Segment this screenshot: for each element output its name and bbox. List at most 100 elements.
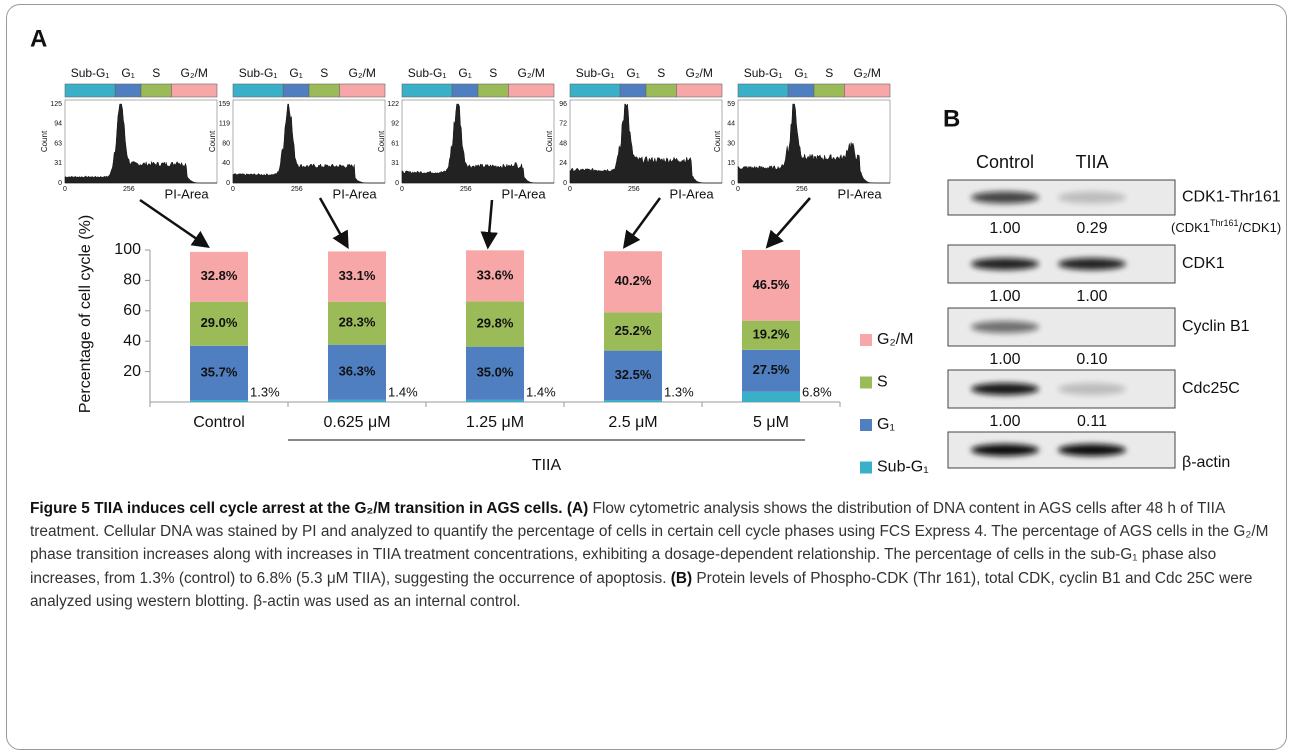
phase-label: G₁ bbox=[794, 66, 807, 80]
arrow bbox=[488, 200, 492, 246]
phase-label: S bbox=[489, 66, 497, 80]
value-label: 1.3% bbox=[664, 384, 694, 399]
ratio-note-prefix: (CDK1 bbox=[1171, 220, 1210, 235]
y-tick-label: 15 bbox=[727, 160, 735, 167]
legend-swatch bbox=[860, 334, 872, 346]
phase-bar bbox=[171, 84, 217, 97]
value-label: 33.6% bbox=[477, 267, 514, 282]
phase-bar bbox=[844, 84, 890, 97]
row-label: Cyclin B1 bbox=[1182, 318, 1250, 335]
ratio: 1.00 bbox=[989, 351, 1020, 368]
histogram bbox=[65, 104, 217, 183]
value-label: 1.3% bbox=[250, 384, 280, 399]
blot-band bbox=[1058, 192, 1126, 204]
phase-bar bbox=[452, 84, 478, 97]
y-tick-label: 0 bbox=[58, 180, 62, 187]
value-label: 40.2% bbox=[615, 273, 652, 288]
x-tick-label: 0 bbox=[63, 186, 67, 193]
phase-bar bbox=[508, 84, 554, 97]
x-tick-label: 2.5 μM bbox=[608, 414, 657, 431]
y-tick-label: 0 bbox=[563, 180, 567, 187]
x-tick-label: 5 μM bbox=[753, 414, 789, 431]
caption: Figure 5 TIIA induces cell cycle arrest … bbox=[30, 497, 1275, 613]
phase-bar bbox=[339, 84, 385, 97]
legend-label: Sub-G₁ bbox=[877, 459, 929, 476]
phase-bar bbox=[788, 84, 814, 97]
y-tick-label: 0 bbox=[395, 180, 399, 187]
y-tick-label: 72 bbox=[559, 121, 567, 128]
blot-band bbox=[1058, 258, 1126, 270]
y-tick-label: 48 bbox=[559, 140, 567, 147]
phase-bar bbox=[402, 84, 452, 97]
value-label: 35.7% bbox=[201, 364, 238, 379]
phase-bar bbox=[814, 84, 844, 97]
legend-label: G₂/M bbox=[877, 331, 913, 348]
phase-bar bbox=[141, 84, 171, 97]
y-tick-label: 31 bbox=[391, 160, 399, 167]
y-tick-label: 100 bbox=[114, 241, 141, 258]
y-tick-label: 92 bbox=[391, 121, 399, 128]
y-tick-label: 20 bbox=[123, 363, 141, 380]
y-axis-label: Count bbox=[713, 130, 722, 152]
phase-label: G₂/M bbox=[181, 66, 208, 80]
y-axis-label: Count bbox=[377, 130, 386, 152]
x-axis-label: PI-Area bbox=[670, 186, 715, 201]
bar-segment bbox=[742, 392, 800, 402]
phase-label: Sub-G₁ bbox=[744, 66, 783, 80]
phase-bar bbox=[478, 84, 508, 97]
x-tick-label: 0.625 μM bbox=[323, 414, 390, 431]
value-label: 32.8% bbox=[201, 268, 238, 283]
y-tick-label: 59 bbox=[727, 101, 735, 108]
y-tick-label: 0 bbox=[226, 180, 230, 187]
y-tick-label: 40 bbox=[222, 160, 230, 167]
blot-band bbox=[971, 192, 1039, 204]
legend-label: S bbox=[877, 374, 888, 391]
phase-label: S bbox=[320, 66, 328, 80]
value-label: 1.4% bbox=[388, 384, 418, 399]
blot-band bbox=[971, 258, 1039, 270]
y-axis-label: Count bbox=[40, 130, 49, 152]
page: A B Sub-G₁G₁SG₂/M1259463310Count0256PI-A… bbox=[0, 0, 1295, 756]
phase-label: Sub-G₁ bbox=[408, 66, 447, 80]
x-tick-label: 1.25 μM bbox=[466, 414, 524, 431]
phase-label: G₂/M bbox=[686, 66, 713, 80]
phase-label: G₁ bbox=[626, 66, 639, 80]
bar-segment bbox=[466, 400, 524, 402]
value-label: 19.2% bbox=[753, 327, 790, 342]
y-tick-label: 119 bbox=[219, 121, 230, 128]
y-tick-label: 30 bbox=[727, 140, 735, 147]
legend-swatch bbox=[860, 377, 872, 389]
caption-text: (A) bbox=[567, 500, 588, 517]
group-label: TIIA bbox=[532, 457, 562, 474]
value-label: 46.5% bbox=[753, 277, 790, 292]
blot-band bbox=[1058, 383, 1126, 395]
ratio: 1.00 bbox=[989, 220, 1020, 237]
value-label: 32.5% bbox=[615, 367, 652, 382]
y-tick-label: 31 bbox=[54, 160, 62, 167]
x-tick-label: 256 bbox=[796, 186, 808, 193]
phase-label: S bbox=[825, 66, 833, 80]
value-label: 27.5% bbox=[753, 362, 790, 377]
ratio: 1.00 bbox=[989, 413, 1020, 430]
blot-band bbox=[971, 383, 1039, 395]
x-tick-label: 256 bbox=[628, 186, 640, 193]
legend-label: G₁ bbox=[877, 416, 895, 433]
x-tick-label: 256 bbox=[123, 186, 135, 193]
ratio: 0.10 bbox=[1076, 351, 1107, 368]
arrow bbox=[320, 198, 347, 246]
arrow bbox=[768, 198, 810, 246]
bar-segment bbox=[190, 400, 248, 402]
phase-bar bbox=[738, 84, 788, 97]
value-label: 28.3% bbox=[339, 315, 376, 330]
value-label: 35.0% bbox=[477, 365, 514, 380]
x-tick-label: 0 bbox=[568, 186, 572, 193]
y-tick-label: 0 bbox=[731, 180, 735, 187]
y-tick-label: 80 bbox=[222, 140, 230, 147]
value-label: 33.1% bbox=[339, 268, 376, 283]
caption-text: Figure 5 TIIA induces cell cycle arrest … bbox=[30, 500, 563, 517]
row-label: CDK1-Thr161 bbox=[1182, 189, 1281, 206]
x-axis-label: PI-Area bbox=[165, 186, 210, 201]
phase-bar bbox=[646, 84, 676, 97]
histogram bbox=[402, 104, 554, 183]
